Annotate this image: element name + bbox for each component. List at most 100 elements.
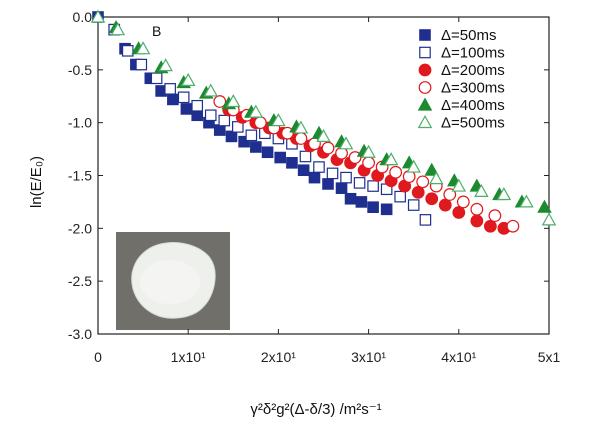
series-6	[90, 9, 557, 226]
data-point	[293, 120, 309, 134]
x-tick-label: 5x1	[538, 349, 561, 365]
y-tick-label: -0.5	[68, 62, 92, 78]
data-point	[335, 182, 348, 194]
data-point	[90, 9, 106, 23]
data-point	[474, 183, 489, 197]
data-point	[281, 126, 294, 140]
y-tick-label: -3.0	[68, 326, 92, 342]
y-tick-label: -2.0	[68, 220, 92, 236]
data-point	[213, 124, 226, 136]
data-point	[451, 178, 467, 192]
data-point	[135, 41, 151, 55]
data-point	[344, 192, 357, 205]
data-point	[299, 150, 312, 163]
data-point	[213, 95, 227, 108]
data-point	[248, 104, 264, 118]
x-tick-label: 1x10¹	[171, 349, 206, 365]
data-point	[406, 159, 421, 173]
data-point	[488, 209, 502, 223]
data-point	[456, 195, 470, 209]
data-point	[164, 83, 176, 95]
y-tick-label: -1.5	[68, 168, 92, 184]
data-point	[313, 161, 325, 173]
data-point	[362, 156, 376, 170]
inset-photo-sample-disc	[131, 242, 216, 319]
data-point	[218, 114, 231, 127]
data-point	[483, 219, 497, 233]
x-tick-label: 0	[94, 349, 102, 365]
y-axis-label: ln(E/E₀)	[28, 156, 45, 208]
data-point	[204, 109, 217, 122]
y-tick-label: -2.5	[68, 273, 92, 289]
data-point	[180, 103, 193, 115]
data-point	[470, 214, 484, 228]
data-point	[150, 72, 163, 85]
data-point	[250, 141, 262, 153]
legend-marker	[418, 81, 432, 94]
x-axis-label: γ²δ²g²(Δ-δ/3) /m²s⁻¹	[250, 401, 381, 418]
data-point	[191, 99, 204, 112]
data-point	[380, 203, 393, 216]
data-point	[245, 129, 258, 142]
data-point	[297, 164, 310, 177]
x-tick-label: 2x10¹	[261, 349, 296, 365]
data-point	[389, 165, 403, 179]
data-point	[424, 162, 439, 176]
data-point	[383, 152, 399, 166]
data-point	[167, 93, 179, 106]
legend-label: Δ=50ms	[441, 27, 496, 44]
panel-label: B	[152, 23, 161, 39]
data-point	[519, 194, 534, 208]
data-point	[470, 202, 484, 216]
x-tick-label: 3x10¹	[351, 349, 386, 365]
data-point	[355, 196, 368, 208]
legend-marker	[419, 29, 431, 41]
legend-marker	[418, 63, 432, 77]
data-point	[541, 212, 557, 226]
data-point	[261, 146, 274, 159]
data-point	[353, 177, 366, 189]
data-point	[367, 180, 379, 192]
data-point	[177, 91, 190, 104]
data-point	[253, 116, 267, 130]
data-point	[367, 201, 379, 213]
data-point	[326, 167, 339, 180]
data-point	[416, 175, 430, 189]
data-point	[308, 171, 321, 184]
legend-marker	[417, 115, 433, 129]
data-point	[428, 171, 444, 185]
data-point	[286, 157, 298, 169]
data-point	[110, 22, 126, 36]
data-point	[294, 132, 308, 145]
data-point	[338, 136, 354, 150]
data-point	[361, 144, 376, 158]
legend-label: Δ=400ms	[441, 97, 505, 114]
data-point	[316, 128, 331, 142]
data-point	[438, 198, 452, 212]
data-point	[191, 109, 204, 122]
inset-photo	[116, 232, 230, 330]
data-point	[348, 151, 362, 164]
legend-label: Δ=100ms	[441, 45, 505, 62]
legend-label: Δ=500ms	[441, 115, 505, 132]
data-point	[271, 113, 286, 127]
x-tick-label: 4x10¹	[441, 349, 476, 365]
y-tick-label: 0.0	[73, 9, 93, 25]
data-point	[496, 187, 512, 201]
data-point	[425, 192, 439, 206]
legend-label: Δ=300ms	[441, 80, 505, 97]
data-point	[180, 72, 196, 86]
data-point	[158, 58, 173, 72]
data-point	[274, 151, 287, 164]
data-point	[411, 186, 425, 199]
data-point	[322, 178, 334, 190]
data-point	[452, 206, 466, 219]
data-point	[225, 130, 238, 143]
data-point	[407, 199, 420, 211]
data-point	[121, 45, 134, 57]
data-point	[321, 141, 335, 155]
data-point	[203, 83, 219, 97]
y-tick-label: -1.0	[68, 115, 92, 131]
data-point	[238, 135, 250, 148]
